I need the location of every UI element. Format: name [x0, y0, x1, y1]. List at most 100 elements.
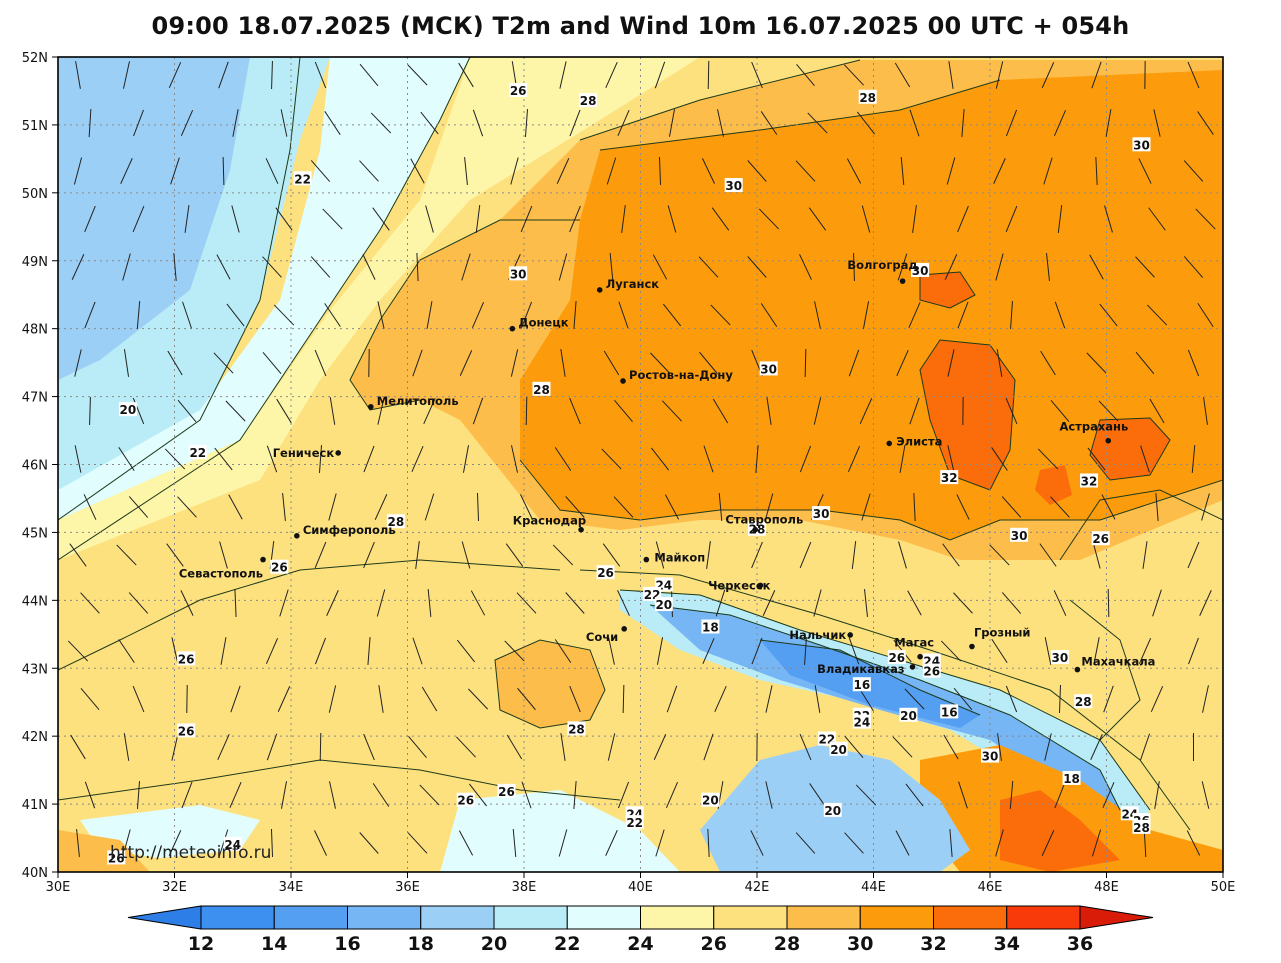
wind-vector	[799, 445, 812, 473]
contour-label: 28	[1075, 695, 1092, 709]
wind-vector	[953, 687, 973, 711]
wind-vector	[799, 254, 812, 280]
latitude-labels: 52N 51N 50N 49N 48N 47N 46N 45N 44N 43N 42N 41N 40N	[22, 51, 58, 881]
graticule	[58, 57, 1223, 872]
city-markers: Луганск Донецк Волгоград Ростов-на-Дону Мели…	[179, 258, 1156, 676]
wind-vector	[80, 592, 100, 614]
wind-vector	[133, 109, 144, 137]
wind-vector	[265, 637, 279, 665]
contour-label-bg	[940, 470, 959, 485]
wind-vector	[416, 252, 419, 282]
wind-vector	[504, 640, 525, 662]
wind-vector	[136, 781, 141, 809]
longitude-label: 34E	[279, 880, 304, 895]
wind-vector	[177, 496, 197, 518]
wind-vector	[662, 400, 682, 422]
contour-label-bg	[981, 748, 999, 763]
wind-vector	[569, 109, 581, 137]
wind-vector	[995, 253, 1004, 281]
city-dot	[509, 325, 516, 332]
wind-vector	[456, 639, 476, 663]
wind-vector	[1059, 684, 1061, 714]
wind-vector	[168, 830, 182, 856]
wind-vector	[275, 207, 293, 231]
wind-vector	[412, 637, 423, 665]
wind-vector	[940, 640, 962, 662]
contour-label: 26	[888, 651, 905, 665]
wind-vector	[476, 492, 480, 522]
contour-label: 30	[725, 179, 742, 193]
wind-vector	[1098, 400, 1119, 422]
wind-vector	[765, 781, 773, 809]
wind-vector	[271, 60, 273, 90]
city-dot	[621, 626, 627, 632]
wind-vector	[896, 350, 909, 376]
colorbar-label: 26	[701, 933, 727, 955]
wind-vector	[71, 254, 85, 280]
wind-vector	[214, 447, 233, 471]
city-label: Грозный	[974, 626, 1031, 640]
city-dot	[335, 450, 341, 456]
wind-vector	[1187, 349, 1200, 377]
contour-label-bg	[759, 361, 778, 376]
wind-vector	[565, 592, 585, 614]
wind-vector	[232, 109, 239, 137]
contour-label: 26	[923, 665, 940, 679]
contour-label-bg	[270, 559, 289, 574]
wind-vector	[220, 637, 227, 665]
contour-label-bg	[724, 178, 743, 193]
wind-vector	[844, 735, 864, 759]
wind-vector	[421, 686, 438, 712]
wind-vector	[605, 830, 618, 856]
wind-vector	[459, 350, 473, 376]
wind-vector	[1054, 781, 1066, 809]
contour-label-bg	[456, 792, 475, 807]
wind-vector	[653, 734, 667, 760]
wind-vector	[273, 304, 295, 326]
city-label: Луганск	[606, 277, 660, 291]
contour-label-bg	[596, 565, 615, 580]
wind-vector	[1187, 541, 1200, 569]
wind-vector	[953, 592, 973, 614]
city-label: Ростов-на-Дону	[629, 368, 733, 382]
city-dot	[620, 378, 626, 384]
wind-vector	[795, 832, 816, 854]
contour-label: 26	[498, 785, 515, 799]
wind-vector	[1135, 351, 1155, 375]
wind-vector	[118, 447, 135, 471]
latitude-label: 43N	[22, 662, 48, 677]
wind-vector	[407, 832, 428, 854]
wind-vector	[467, 688, 489, 710]
wind-vector	[265, 158, 279, 184]
wind-vector	[1197, 111, 1214, 135]
wind-vector	[1138, 637, 1152, 665]
wind-vector	[813, 589, 822, 617]
wind-vector	[408, 735, 427, 759]
wind-vector	[374, 494, 388, 520]
wind-vector	[814, 301, 821, 329]
wind-vector	[762, 590, 776, 616]
wind-vector	[80, 687, 100, 711]
wind-vector	[848, 637, 860, 665]
city-dot	[909, 664, 916, 670]
wind-vector	[707, 828, 710, 858]
wind-vector	[370, 112, 392, 134]
wind-vector	[905, 783, 924, 807]
city-dot	[886, 440, 893, 447]
city-dot	[847, 632, 853, 638]
wind-vector	[991, 639, 1008, 663]
wind-vector	[1148, 207, 1166, 231]
contour-label: 32	[941, 471, 958, 485]
wind-vector	[426, 301, 433, 329]
wind-vector	[1099, 303, 1118, 327]
longitude-label: 42E	[745, 880, 770, 895]
wind-vector	[458, 62, 474, 88]
wind-vector	[1101, 494, 1116, 520]
wind-vector	[558, 829, 568, 857]
wind-vector	[795, 160, 816, 182]
contour-label-bg	[625, 815, 644, 830]
contour-label: 26	[178, 724, 195, 738]
wind-vector	[180, 590, 194, 616]
contour-label-bg	[1091, 531, 1110, 546]
wind-vector	[128, 496, 149, 518]
